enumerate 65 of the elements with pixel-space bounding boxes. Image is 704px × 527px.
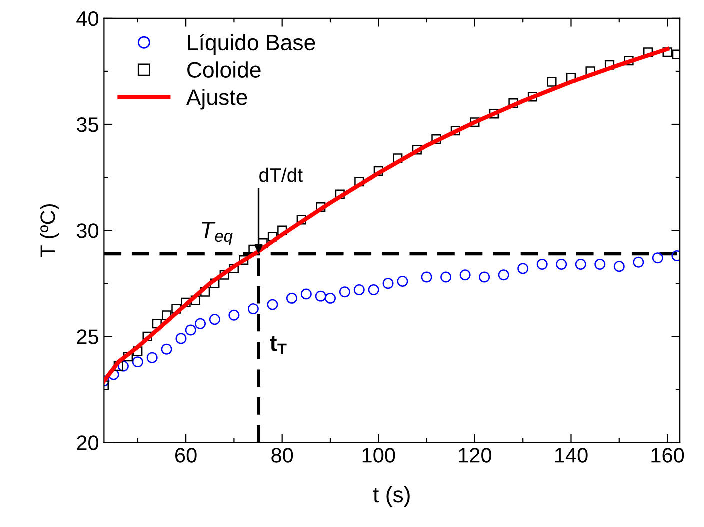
point bbox=[479, 272, 490, 283]
y-tick-label: 25 bbox=[77, 330, 98, 344]
point bbox=[286, 292, 298, 304]
legend-label: Coloide bbox=[188, 62, 261, 78]
annotation: dT/dt bbox=[260, 168, 303, 182]
point bbox=[633, 256, 644, 268]
point bbox=[368, 284, 380, 296]
point bbox=[315, 290, 326, 302]
point bbox=[354, 284, 365, 296]
point bbox=[528, 92, 538, 102]
x-tick-label: 140 bbox=[555, 448, 588, 463]
point bbox=[132, 356, 144, 368]
x-axis-title: t (s) bbox=[373, 486, 410, 508]
point bbox=[624, 56, 634, 66]
y-tick-label: 30 bbox=[76, 224, 99, 238]
point bbox=[397, 276, 408, 287]
point bbox=[594, 259, 606, 270]
point bbox=[460, 270, 471, 281]
point bbox=[176, 333, 187, 344]
point bbox=[316, 202, 326, 212]
point bbox=[248, 304, 259, 315]
x-tick-label: 120 bbox=[459, 448, 492, 463]
point bbox=[556, 259, 568, 270]
x-tick-label: 100 bbox=[362, 448, 396, 463]
point bbox=[382, 278, 394, 290]
point bbox=[181, 298, 191, 308]
point bbox=[450, 126, 460, 136]
y-tick-label: 35 bbox=[76, 118, 98, 132]
point bbox=[662, 48, 672, 58]
point bbox=[209, 314, 220, 326]
point bbox=[536, 259, 548, 270]
point bbox=[239, 255, 249, 266]
point bbox=[575, 259, 586, 270]
point bbox=[142, 332, 152, 342]
annotation: t$_{T}$ bbox=[270, 336, 287, 355]
legend-label: Líquido Base bbox=[188, 34, 316, 55]
point bbox=[614, 261, 625, 272]
y-tick-label: 20 bbox=[77, 436, 99, 450]
point bbox=[547, 77, 557, 87]
point bbox=[421, 272, 432, 283]
point bbox=[672, 50, 680, 60]
point bbox=[470, 118, 480, 128]
point bbox=[185, 324, 196, 336]
point bbox=[228, 310, 240, 321]
point bbox=[518, 263, 529, 274]
x-tick-label: 60 bbox=[176, 448, 197, 463]
point bbox=[489, 109, 499, 119]
point bbox=[146, 352, 158, 364]
point bbox=[118, 360, 129, 372]
point bbox=[339, 286, 350, 298]
y-axis-title: T (ºC) bbox=[40, 204, 60, 258]
annotation: T$_{eq}$ bbox=[202, 222, 233, 246]
point bbox=[498, 270, 510, 281]
point bbox=[440, 272, 452, 283]
x-tick-label: 160 bbox=[652, 448, 684, 463]
legend-label: Ajuste bbox=[186, 89, 248, 110]
y-tick-label: 40 bbox=[76, 11, 99, 26]
point bbox=[267, 299, 278, 310]
point bbox=[325, 292, 336, 304]
point bbox=[161, 344, 172, 355]
point bbox=[300, 288, 312, 300]
x-tick-label: 80 bbox=[272, 448, 294, 463]
point bbox=[652, 252, 664, 264]
point bbox=[195, 318, 206, 330]
point bbox=[335, 190, 345, 200]
